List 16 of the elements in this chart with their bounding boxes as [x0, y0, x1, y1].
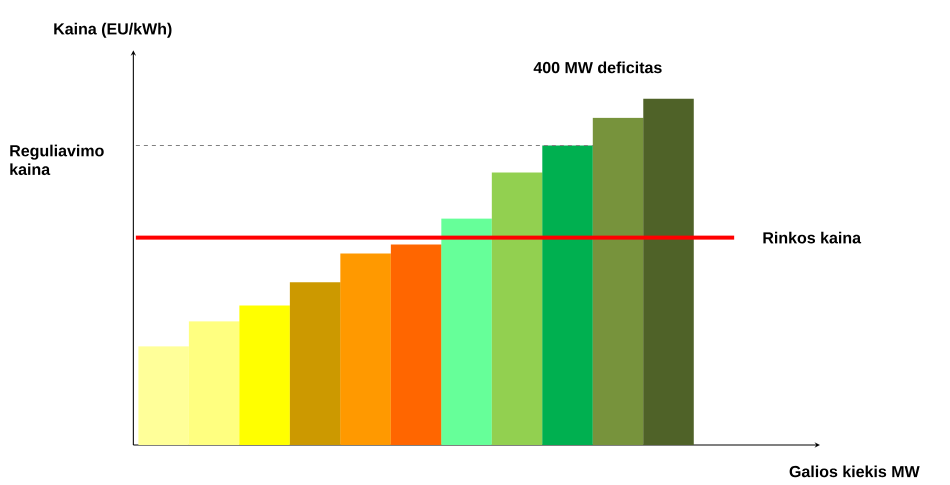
text: 400 MW deficitas	[534, 61, 662, 74]
bar	[592, 118, 644, 445]
bar	[390, 244, 442, 445]
ref-line-label: Rinkos kaina	[763, 232, 862, 244]
x-axis-title: Galios kiekis MW	[790, 465, 920, 478]
bar	[340, 254, 391, 445]
bar	[542, 146, 593, 445]
bar	[188, 321, 240, 445]
ref-line-label: Reguliavimo kaina	[10, 144, 104, 176]
bar	[290, 282, 340, 445]
bar	[492, 172, 542, 445]
bar	[239, 305, 290, 445]
y-axis-title: Kaina (EU/kWh)	[54, 22, 172, 38]
bar	[643, 98, 694, 445]
bar	[138, 346, 189, 445]
bar	[441, 218, 492, 445]
